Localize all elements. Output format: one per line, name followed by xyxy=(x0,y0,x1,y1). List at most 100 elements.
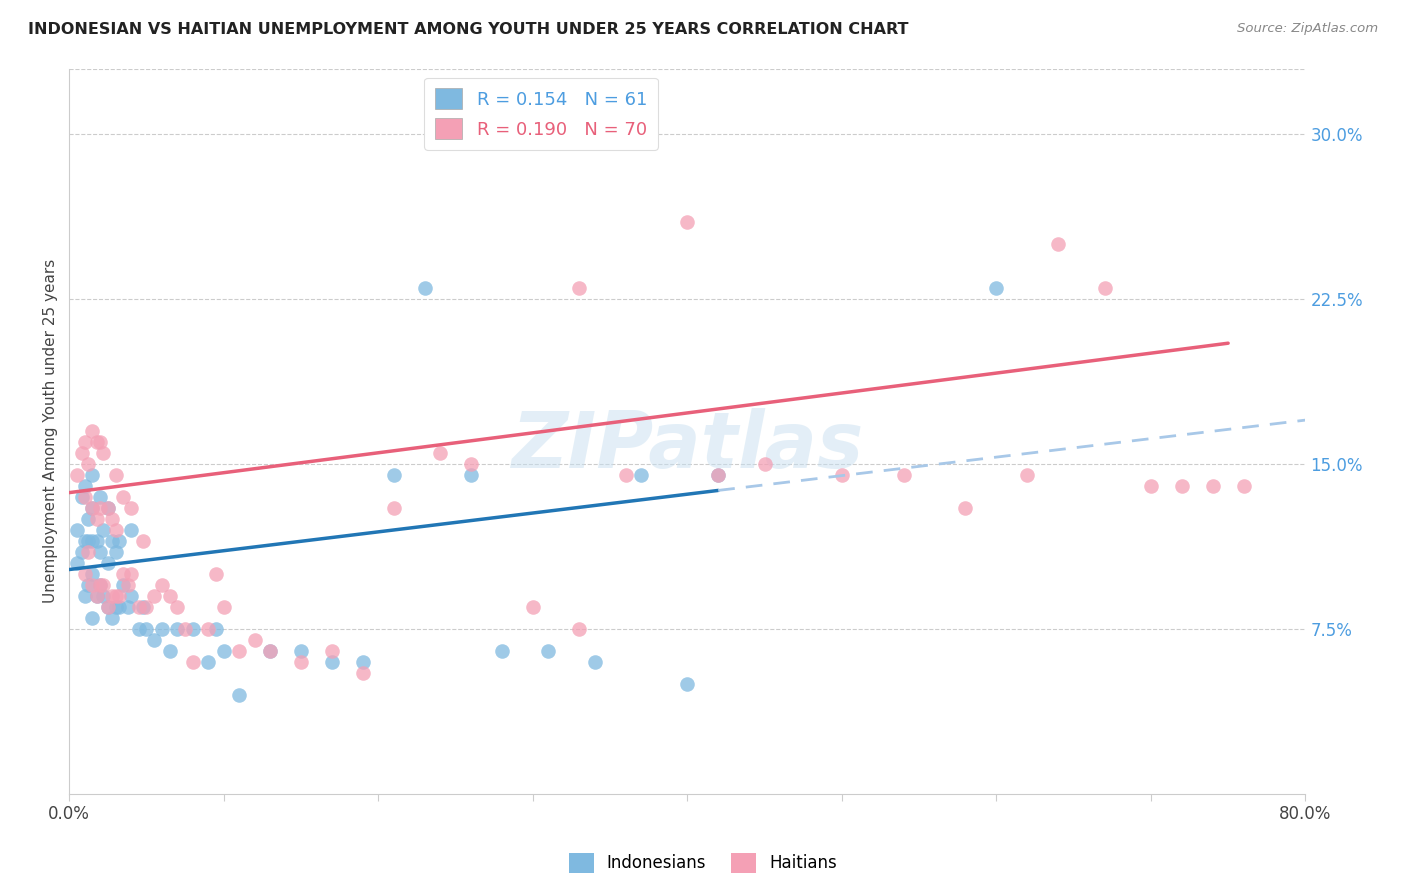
Point xyxy=(70,490,93,504)
Point xyxy=(754,457,776,471)
Point xyxy=(259,644,281,658)
Point xyxy=(91,446,114,460)
Point xyxy=(70,446,93,460)
Point xyxy=(181,622,204,636)
Point xyxy=(212,599,235,614)
Point xyxy=(321,644,343,658)
Text: Source: ZipAtlas.com: Source: ZipAtlas.com xyxy=(1237,22,1378,36)
Point xyxy=(352,665,374,680)
Point xyxy=(101,512,124,526)
Point xyxy=(107,599,129,614)
Point xyxy=(104,589,127,603)
Point xyxy=(73,589,96,603)
Point xyxy=(491,644,513,658)
Point xyxy=(82,501,104,516)
Point xyxy=(97,501,120,516)
Point xyxy=(676,677,699,691)
Point xyxy=(104,468,127,483)
Point xyxy=(97,556,120,570)
Point xyxy=(352,655,374,669)
Point xyxy=(197,655,219,669)
Point xyxy=(132,533,155,548)
Point xyxy=(112,578,135,592)
Point xyxy=(150,578,173,592)
Point xyxy=(97,501,120,516)
Point xyxy=(91,578,114,592)
Point xyxy=(73,533,96,548)
Point xyxy=(104,599,127,614)
Point xyxy=(70,545,93,559)
Point xyxy=(73,490,96,504)
Point xyxy=(143,589,166,603)
Point xyxy=(89,501,111,516)
Point xyxy=(568,281,591,295)
Point xyxy=(212,644,235,658)
Point xyxy=(82,611,104,625)
Point xyxy=(107,533,129,548)
Point xyxy=(181,655,204,669)
Point xyxy=(893,468,915,483)
Point xyxy=(460,468,482,483)
Point xyxy=(205,622,228,636)
Point xyxy=(86,589,108,603)
Point xyxy=(112,490,135,504)
Point xyxy=(76,578,98,592)
Point xyxy=(676,215,699,229)
Point xyxy=(97,599,120,614)
Point xyxy=(97,599,120,614)
Y-axis label: Unemployment Among Youth under 25 years: Unemployment Among Youth under 25 years xyxy=(44,259,58,603)
Point xyxy=(1171,479,1194,493)
Point xyxy=(290,655,312,669)
Point xyxy=(986,281,1008,295)
Point xyxy=(89,578,111,592)
Point xyxy=(120,566,142,581)
Point xyxy=(382,501,405,516)
Point xyxy=(86,589,108,603)
Point xyxy=(143,632,166,647)
Point xyxy=(91,589,114,603)
Point xyxy=(91,523,114,537)
Point xyxy=(259,644,281,658)
Point xyxy=(707,468,730,483)
Point xyxy=(82,566,104,581)
Point xyxy=(104,545,127,559)
Point xyxy=(117,578,139,592)
Point xyxy=(132,599,155,614)
Point xyxy=(1047,237,1070,252)
Point xyxy=(166,622,188,636)
Point xyxy=(82,533,104,548)
Point xyxy=(76,512,98,526)
Point xyxy=(107,589,129,603)
Point xyxy=(955,501,977,516)
Point xyxy=(1202,479,1225,493)
Legend: Indonesians, Haitians: Indonesians, Haitians xyxy=(562,847,844,880)
Point xyxy=(429,446,451,460)
Legend: R = 0.154   N = 61, R = 0.190   N = 70: R = 0.154 N = 61, R = 0.190 N = 70 xyxy=(425,78,658,150)
Point xyxy=(76,533,98,548)
Point xyxy=(76,545,98,559)
Point xyxy=(89,435,111,450)
Point xyxy=(101,589,124,603)
Point xyxy=(568,622,591,636)
Point xyxy=(128,622,150,636)
Point xyxy=(82,578,104,592)
Point xyxy=(66,556,89,570)
Point xyxy=(73,435,96,450)
Point xyxy=(89,578,111,592)
Point xyxy=(120,523,142,537)
Point xyxy=(66,468,89,483)
Point xyxy=(89,545,111,559)
Point xyxy=(117,599,139,614)
Point xyxy=(73,479,96,493)
Point xyxy=(413,281,436,295)
Point xyxy=(1094,281,1116,295)
Point xyxy=(205,566,228,581)
Point xyxy=(537,644,560,658)
Point xyxy=(630,468,652,483)
Text: ZIPatlas: ZIPatlas xyxy=(512,408,863,483)
Point xyxy=(86,512,108,526)
Point xyxy=(82,468,104,483)
Point xyxy=(120,589,142,603)
Text: INDONESIAN VS HAITIAN UNEMPLOYMENT AMONG YOUTH UNDER 25 YEARS CORRELATION CHART: INDONESIAN VS HAITIAN UNEMPLOYMENT AMONG… xyxy=(28,22,908,37)
Point xyxy=(382,468,405,483)
